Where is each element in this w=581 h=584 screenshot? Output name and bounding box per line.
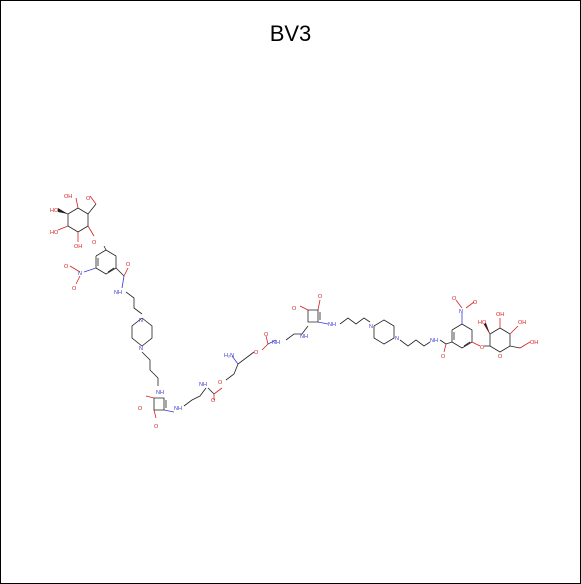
left-ethyl-chain bbox=[183, 387, 207, 407]
left-squaramide-oxygen-1: O bbox=[138, 406, 143, 412]
right-sugar-hydroxyl-2: OH bbox=[496, 312, 504, 318]
right-piperazine-n2: N bbox=[395, 336, 399, 342]
left-glycosidic-oxygen: O bbox=[92, 240, 97, 246]
left-piperazine-ring bbox=[131, 317, 153, 347]
left-propyl-chain-2 bbox=[141, 351, 159, 386]
left-squaramide-nh-2: NH bbox=[174, 406, 182, 412]
left-sugar-ring bbox=[57, 195, 97, 242]
left-nitro-oxygen-2: O bbox=[72, 286, 77, 292]
left-nitro-oxygen-1: O bbox=[64, 264, 69, 270]
left-sugar-hydroxyl-3: HO bbox=[50, 230, 59, 236]
left-sugar-hydroxyl-2: HO bbox=[50, 208, 59, 214]
right-squaramide-oxygen-2: O bbox=[318, 294, 323, 300]
left-carbamate-oxygen-1: O bbox=[211, 398, 216, 404]
figure-title: BV3 bbox=[269, 21, 312, 46]
right-piperazine-ring bbox=[373, 319, 395, 345]
left-sugar-ring-oxygen: O bbox=[86, 196, 91, 202]
right-squaramide-ring bbox=[299, 299, 329, 325]
left-squaramide-nh-1: NH bbox=[156, 390, 164, 396]
left-benzene-ring bbox=[69, 245, 129, 289]
right-amide-oxygen: O bbox=[441, 354, 446, 360]
left-amide-nh: NH bbox=[114, 290, 122, 296]
left-propyl-chain-1 bbox=[125, 291, 143, 315]
right-carbamate-nh: NH bbox=[272, 340, 280, 346]
left-squaramide-oxygen-2: O bbox=[154, 424, 159, 430]
right-nitro-nitrogen: N bbox=[459, 309, 463, 315]
right-squaramide-nh-2: NH bbox=[328, 322, 336, 328]
right-ethyl-chain bbox=[285, 325, 309, 341]
central-amine: H₂N bbox=[224, 353, 234, 359]
left-squaramide-ring bbox=[145, 395, 175, 419]
right-carbamate-oxygen-1: O bbox=[254, 350, 259, 356]
right-amide-nh: NH bbox=[430, 338, 438, 344]
right-sugar-hydroxyl-4: OH bbox=[530, 340, 538, 346]
right-propyl-chain-2 bbox=[399, 339, 431, 347]
right-carbamate-oxygen-2: O bbox=[264, 332, 269, 338]
left-carbamate-nh: NH bbox=[199, 382, 207, 388]
left-amide-oxygen: O bbox=[126, 262, 131, 268]
right-propyl-chain-1 bbox=[339, 317, 371, 325]
right-nitro-oxygen-1: O bbox=[452, 296, 457, 302]
right-sugar-ring-oxygen: O bbox=[498, 354, 503, 360]
right-sugar-ring bbox=[483, 318, 531, 353]
left-sugar-hydroxyl-4: OH bbox=[74, 244, 82, 250]
right-glycosidic-oxygen: O bbox=[480, 345, 485, 351]
left-piperazine-n2: N bbox=[139, 346, 143, 352]
right-benzene-ring bbox=[445, 299, 481, 349]
right-piperazine-n1: N bbox=[369, 324, 373, 330]
left-nitro-nitrogen: N bbox=[78, 271, 82, 277]
right-nitro-oxygen-2: O bbox=[473, 300, 478, 306]
right-sugar-hydroxyl-3: OH bbox=[518, 320, 526, 326]
left-carbamate-oxygen-2: O bbox=[218, 380, 223, 386]
left-piperazine-n1: N bbox=[139, 318, 143, 324]
left-carbamate-bond bbox=[207, 387, 215, 395]
right-sugar-hydroxyl-1: HO bbox=[478, 320, 487, 326]
right-squaramide-oxygen-1: O bbox=[292, 306, 297, 312]
right-squaramide-nh-1: NH bbox=[300, 334, 308, 340]
left-sugar-hydroxyl-1: OH bbox=[64, 194, 72, 200]
